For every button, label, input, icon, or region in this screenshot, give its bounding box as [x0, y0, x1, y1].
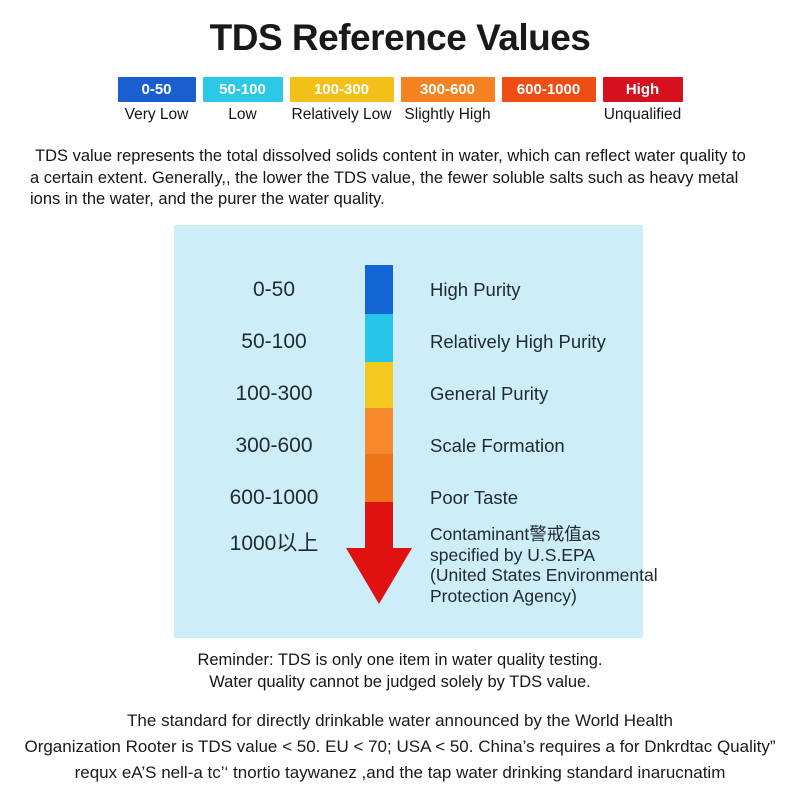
- scale-label-unqualified: Unqualified: [603, 106, 682, 123]
- reminder-line: Water quality cannot be judged solely by…: [209, 672, 591, 691]
- intro-line: ions in the water, and the purer the wat…: [30, 190, 385, 208]
- scale-label-slightly-high: Slightly High: [404, 106, 491, 123]
- purity-desc: Relatively High Purity: [430, 331, 606, 352]
- scale-chip-600-1000: 600-1000: [501, 77, 596, 102]
- scale-chip-300-600: 300-600: [400, 77, 495, 102]
- footer-paragraph: The standard for directly drinkable wate…: [0, 708, 800, 786]
- scale-chip-high: High: [602, 77, 683, 102]
- down-arrow-icon: [346, 548, 412, 604]
- footer-line: Organization Rooter is TDS value < 50. E…: [24, 737, 776, 756]
- tds-scale-legend: 0-50 50-100 100-300 300-600 600-1000 Hig…: [0, 77, 800, 102]
- range-value: 0-50: [252, 278, 296, 301]
- contaminant-desc-line: Protection Agency): [430, 585, 577, 606]
- range-value: 50-100: [241, 330, 307, 353]
- arrow-segment-blue: [365, 265, 393, 314]
- intro-line: a certain extent. Generally,, the lower …: [30, 168, 739, 187]
- range-value: 300-600: [235, 434, 313, 457]
- footer-line: requx eA’S nell-a tc’‘ tnortio taywanez …: [74, 763, 726, 782]
- contaminant-desc-line: Contaminant警戒值as: [430, 524, 601, 544]
- arrow-segment-dark-orange: [365, 454, 393, 502]
- intro-paragraph: TDS value represents the total dissolved…: [30, 146, 778, 211]
- scale-label-low: Low: [228, 106, 257, 123]
- range-value: 100-300: [235, 382, 313, 405]
- footer-line: The standard for directly drinkable wate…: [127, 711, 673, 730]
- contaminant-desc-line: specified by U.S.EPA: [430, 544, 596, 565]
- range-value: 1000以上: [229, 532, 319, 555]
- scale-label-very-low: Very Low: [124, 106, 189, 123]
- contaminant-desc-line: (United States Environmental: [430, 565, 658, 585]
- purity-desc: General Purity: [430, 383, 549, 404]
- arrow-segment-orange: [365, 408, 393, 454]
- arrow-segment-cyan: [365, 314, 393, 362]
- scale-label-relatively-low: Relatively Low: [291, 106, 392, 123]
- tds-scale-labels: Very Low Low Relatively Low Slightly Hig…: [0, 104, 800, 126]
- contaminant-desc: Contaminant警戒值as specified by U.S.EPA (U…: [430, 524, 658, 606]
- intro-line: TDS value represents the total dissolved…: [35, 147, 746, 165]
- reminder-line: Reminder: TDS is only one item in water …: [197, 651, 603, 669]
- scale-chip-0-50: 0-50: [117, 77, 196, 102]
- purity-desc: High Purity: [430, 279, 521, 300]
- page-title: TDS Reference Values: [209, 17, 591, 58]
- purity-desc: Poor Taste: [430, 487, 519, 508]
- arrow-segment-yellow: [365, 362, 393, 408]
- scale-chip-100-300: 100-300: [289, 77, 394, 102]
- purity-desc: Scale Formation: [430, 435, 565, 456]
- scale-label-empty: [502, 104, 596, 126]
- reminder-note: Reminder: TDS is only one item in water …: [0, 650, 800, 693]
- range-value: 600-1000: [229, 486, 319, 509]
- purity-diagram: 0-50 50-100 100-300 300-600 600-1000 100…: [174, 225, 658, 638]
- scale-chip-50-100: 50-100: [202, 77, 283, 102]
- arrow-segment-red: [365, 502, 393, 549]
